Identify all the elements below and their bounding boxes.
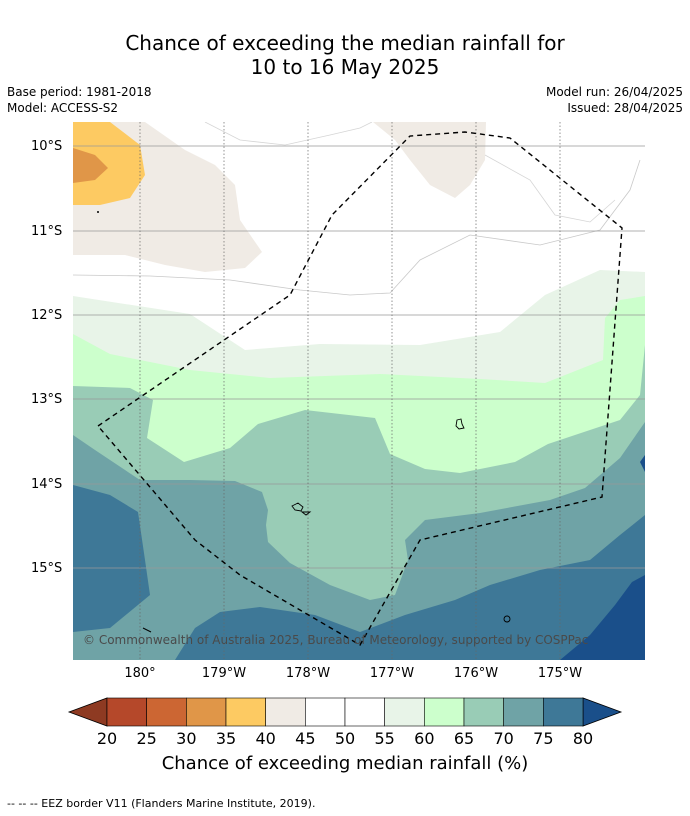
colorbar-segment [503,697,544,727]
contour-40-45-n [373,122,486,198]
colorbar-segment [463,697,504,727]
model-name: Model: ACCESS-S2 [7,101,119,115]
colorbar-segment [106,697,147,727]
lon-label-176w: 176°W [453,666,499,681]
lon-label-178w: 178°W [285,666,331,681]
meta-right: Model run: 26/04/2025 Issued: 28/04/2025 [546,84,683,116]
colorbar-segment [305,697,346,727]
issued-date: Issued: 28/04/2025 [567,101,683,115]
colorbar-segment [384,697,425,727]
colorbar-extend-high [582,697,623,727]
contour-80-plus [560,575,645,660]
base-period: Base period: 1981-2018 [7,85,152,99]
island-2 [291,502,312,516]
lon-label-180: 180° [124,666,156,681]
map-area [73,122,645,660]
lat-label-13s: 13°S [31,392,63,407]
contour-75-80 [73,485,645,660]
contour-80-plus-east [640,455,645,472]
island-3 [503,615,511,623]
lat-label-10s: 10°S [31,139,63,154]
colorbar-tick-label: 80 [572,729,594,748]
colorbar-title: Chance of exceeding median rainfall (%) [161,753,529,774]
contour-30-35 [73,148,108,183]
colorbar-tick-label: 70 [493,729,514,748]
island-4 [142,627,152,633]
colorbar-extend-low [67,697,108,727]
eez-border [96,131,623,646]
model-run: Model run: 26/04/2025 [545,85,683,99]
lat-gridlines [73,145,645,569]
contour-line-2 [204,122,373,146]
colorbar-segment [543,697,584,727]
colorbar-segment [344,697,385,727]
lat-label-12s: 12°S [31,308,63,323]
colorbar-tick-label: 55 [374,729,395,748]
colorbar-tick-label: 65 [453,729,475,748]
eez-legend-footer: -- -- -- EEZ border V11 (Flanders Marine… [7,797,316,810]
island-1 [455,418,465,430]
lon-gridlines [139,122,561,660]
lon-label-177w: 177°W [369,666,415,681]
copyright-text: © Commonwealth of Australia 2025, Bureau… [83,633,589,647]
lon-label-179w: 179°W [201,666,247,681]
island-5 [97,211,99,213]
colorbar-tick-label: 60 [414,729,435,748]
colorbar-tick-label: 50 [334,729,356,748]
colorbar-tick-label: 20 [96,729,118,748]
contour-35-40 [73,122,145,205]
colorbar-segment [146,697,187,727]
contour-line-3 [484,154,616,223]
title-line-2: 10 to 16 May 2025 [250,55,440,79]
colorbar-tick-label: 75 [533,729,554,748]
chart-title: Chance of exceeding the median rainfall … [0,31,690,79]
colorbar-segment [265,697,306,727]
colorbar-segment [186,697,227,727]
colorbar [67,697,623,727]
colorbar-tick-label: 40 [255,729,276,748]
colorbar-tick-label: 35 [215,729,237,748]
colorbar-segment [424,697,465,727]
lat-label-11s: 11°S [31,224,63,239]
colorbar-tick-label: 30 [176,729,197,748]
lon-label-175w: 175°W [537,666,583,681]
lat-label-14s: 14°S [31,477,63,492]
colorbar-tick-label: 45 [295,729,316,748]
title-line-1: Chance of exceeding the median rainfall … [125,31,565,55]
colorbar-segment [225,697,266,727]
lat-label-15s: 15°S [31,561,63,576]
meta-left: Base period: 1981-2018 Model: ACCESS-S2 [7,84,152,116]
contour-line-1 [73,159,641,296]
colorbar-tick-label: 25 [136,729,157,748]
